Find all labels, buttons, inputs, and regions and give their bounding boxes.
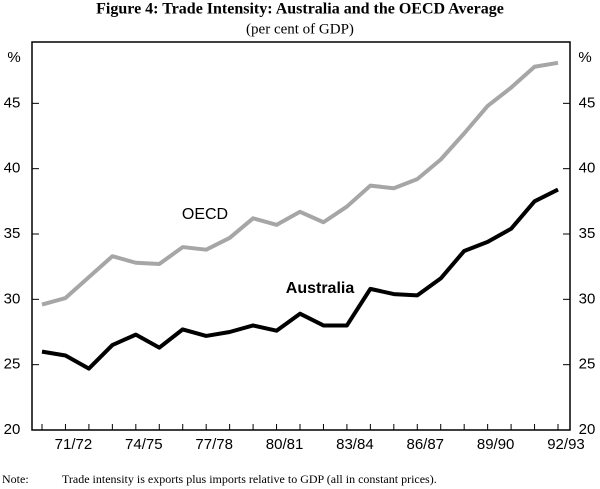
y-tick-label: 25 (4, 356, 21, 373)
y-tick-label: 30 (4, 290, 21, 307)
chart-title: Figure 4: Trade Intensity: Australia and… (96, 1, 504, 18)
plot-frame (31, 41, 571, 431)
series-label: Australia (286, 280, 355, 297)
y2-tick-label: 20 (579, 421, 596, 438)
y2-tick-label: 25 (579, 356, 596, 373)
x-tick-label: 77/78 (195, 436, 233, 453)
series-line (41, 187, 559, 371)
x-tick-label: 83/84 (336, 436, 374, 453)
x-tick-label: 92/93 (547, 436, 585, 453)
note-label: Note: (2, 472, 29, 486)
y-tick-label: 40 (4, 160, 21, 177)
y-unit-left: % (7, 49, 20, 66)
y2-tick-label: 30 (579, 290, 596, 307)
x-tick-label: 74/75 (125, 436, 163, 453)
x-tick-label: 89/90 (477, 436, 515, 453)
chart-subtitle: (per cent of GDP) (246, 21, 354, 37)
y2-tick-label: 40 (579, 160, 596, 177)
y-tick-label: 45 (4, 94, 21, 111)
y-tick-label: 20 (4, 421, 21, 438)
note-text: Trade intensity is exports plus imports … (62, 472, 437, 486)
y2-tick-label: 45 (579, 94, 596, 111)
series-label: OECD (182, 206, 228, 223)
x-tick-label: 80/81 (266, 436, 304, 453)
series-line (41, 60, 559, 307)
y-unit-right: % (578, 49, 591, 66)
y-tick-label: 35 (4, 225, 21, 242)
x-tick-label: 71/72 (55, 436, 93, 453)
x-tick-label: 86/87 (406, 436, 444, 453)
y2-tick-label: 35 (579, 225, 596, 242)
